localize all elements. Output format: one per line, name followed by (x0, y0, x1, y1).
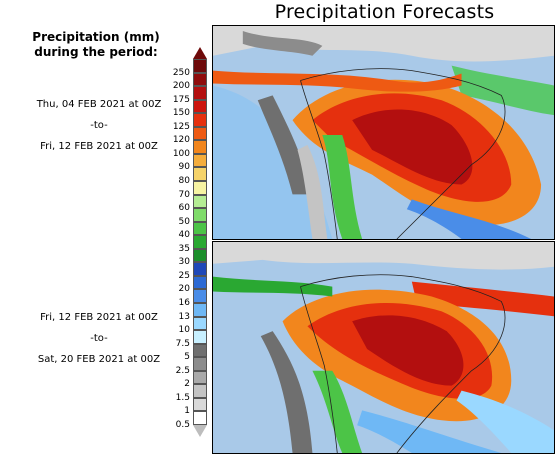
forecast-map-period-2 (212, 241, 555, 454)
colorbar-segment (193, 262, 207, 276)
colorbar-segment (193, 397, 207, 412)
colorbar-tick-label: 80 (178, 176, 190, 186)
colorbar-tick-label: 90 (178, 162, 190, 173)
period-1-end: Fri, 12 FEB 2021 at 00Z (40, 141, 158, 152)
colorbar-bottom-arrow (193, 425, 207, 437)
colorbar-segment (193, 140, 207, 154)
colorbar-tick-label: 1.5 (175, 392, 190, 403)
colorbar-tick-label: 10 (178, 325, 190, 336)
colorbar-segment (193, 167, 207, 181)
colorbar-tick-label: 2 (184, 379, 190, 390)
colorbar-segment (193, 86, 207, 100)
colorbar-segment (193, 411, 207, 425)
colorbar-tick-label: 35 (178, 243, 190, 254)
period-1-to: -to- (90, 120, 108, 131)
period-2-to: -to- (90, 333, 108, 344)
forecast-map-period-1 (212, 25, 555, 240)
colorbar-segment (193, 235, 207, 249)
colorbar-top-arrow (193, 47, 207, 59)
colorbar-tick-label: 150 (172, 108, 190, 119)
colorbar-segment (193, 357, 207, 371)
page-title: Precipitation Forecasts (274, 1, 495, 23)
colorbar-tick-label: 40 (178, 230, 190, 241)
colorbar-segment (193, 316, 207, 331)
legend-heading-line2: during the period: (34, 45, 158, 59)
colorbar-segment (193, 221, 207, 236)
colorbar-tick-label: 125 (172, 121, 190, 132)
colorbar-tick-label: 1 (184, 406, 190, 417)
period-1-label: Thu, 04 FEB 2021 at 00Z -to- Fri, 12 FEB… (20, 94, 178, 157)
colorbar-tick-label: 60 (178, 203, 190, 214)
map-1-canvas (213, 26, 554, 239)
colorbar-segment (193, 384, 207, 398)
colorbar-tick-label: 20 (178, 284, 190, 295)
colorbar-segment (193, 126, 207, 141)
colorbar-tick-label: 5 (184, 352, 190, 363)
precipitation-colorbar (193, 47, 207, 437)
period-2-label: Fri, 12 FEB 2021 at 00Z -to- Sat, 20 FEB… (20, 307, 178, 370)
colorbar-tick-label: 250 (172, 67, 190, 78)
period-1-start: Thu, 04 FEB 2021 at 00Z (36, 99, 162, 110)
colorbar-segment (193, 330, 207, 344)
colorbar-tick-label: 50 (178, 216, 190, 227)
period-2-start: Fri, 12 FEB 2021 at 00Z (40, 312, 158, 323)
colorbar-segment (193, 153, 207, 168)
colorbar-segment (193, 248, 207, 263)
colorbar-segment (193, 59, 207, 73)
colorbar-tick-label: 70 (178, 189, 190, 200)
colorbar-segment (193, 99, 207, 114)
colorbar-segment (193, 303, 207, 317)
colorbar-segment (193, 194, 207, 209)
colorbar-tick-label: 200 (172, 81, 190, 92)
colorbar-tick-label: 30 (178, 257, 190, 268)
colorbar-tick-label: 100 (172, 148, 190, 159)
colorbar-segment (193, 343, 207, 358)
colorbar-tick-label: 120 (172, 135, 190, 146)
colorbar-segment (193, 113, 207, 127)
colorbar-tick-label: 25 (178, 270, 190, 281)
colorbar-segment (193, 275, 207, 290)
colorbar-segment (193, 370, 207, 385)
colorbar-tick-label: 175 (172, 94, 190, 105)
colorbar-segment (193, 181, 207, 195)
legend-heading-line1: Precipitation (mm) (32, 30, 160, 44)
map-2-canvas (213, 242, 554, 453)
colorbar-tick-label: 16 (178, 298, 190, 308)
colorbar-tick-label: 13 (178, 311, 190, 322)
colorbar-segment (193, 208, 207, 222)
colorbar-segment (193, 72, 207, 87)
colorbar-tick-label: 2.5 (175, 365, 190, 376)
period-2-end: Sat, 20 FEB 2021 at 00Z (37, 354, 161, 365)
colorbar-tick-label: 0.5 (175, 420, 190, 430)
legend-heading: Precipitation (mm) during the period: (26, 30, 166, 60)
colorbar-segment (193, 289, 207, 303)
colorbar-tick-label: 7.5 (175, 338, 190, 349)
